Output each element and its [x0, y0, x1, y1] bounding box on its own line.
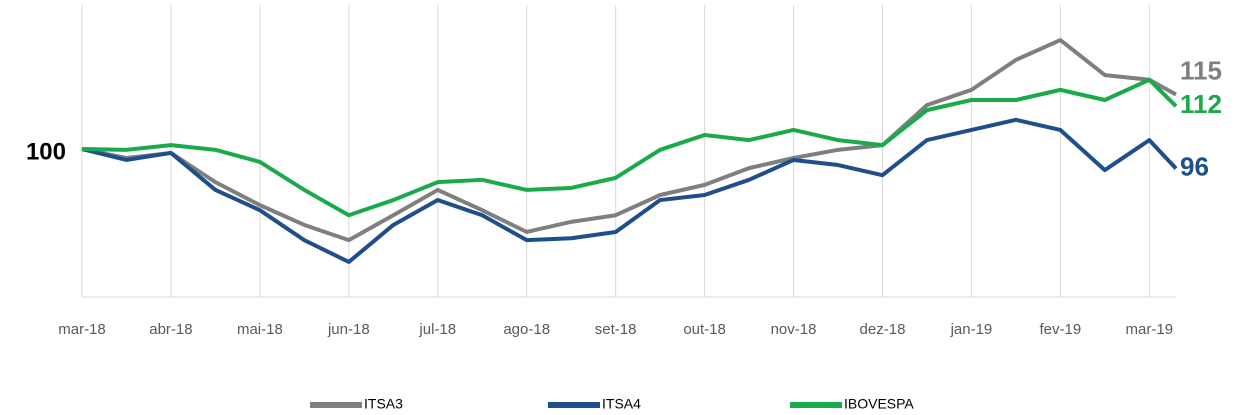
- x-tick-label: out-18: [683, 321, 726, 338]
- end-label: 112: [1180, 89, 1222, 119]
- legend-label: ITSA3: [364, 396, 403, 412]
- x-tick-label: abr-18: [149, 321, 192, 338]
- end-label: 96: [1180, 151, 1209, 181]
- legend-label: ITSA4: [602, 396, 641, 412]
- y-tick-label: 100: [26, 138, 66, 165]
- x-tick-label: set-18: [595, 321, 637, 338]
- series-line: [81, 77, 1178, 218]
- x-tick-label: jul-18: [418, 321, 456, 338]
- legend-label: IBOVESPA: [844, 396, 914, 412]
- end-label: 115: [1180, 55, 1222, 85]
- x-tick-label: dez-18: [860, 321, 906, 338]
- x-tick-label: mai-18: [237, 321, 283, 338]
- x-tick-label: mar-18: [58, 321, 106, 338]
- x-tick-label: ago-18: [503, 321, 550, 338]
- series-line: [81, 38, 1177, 243]
- x-tick-label: jan-19: [950, 321, 993, 338]
- x-tick-label: jun-18: [327, 321, 370, 338]
- x-tick-label: fev-19: [1040, 321, 1082, 338]
- series-line: [81, 117, 1178, 264]
- x-tick-label: mar-19: [1126, 321, 1174, 338]
- x-tick-label: nov-18: [771, 321, 817, 338]
